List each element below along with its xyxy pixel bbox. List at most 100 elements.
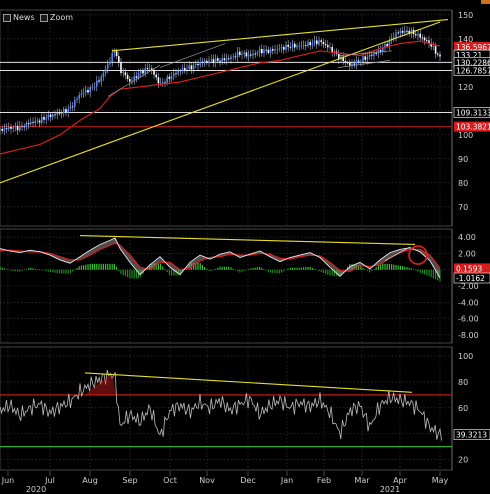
price-candle	[368, 54, 371, 57]
price-candle	[298, 45, 300, 47]
oscillator-histogram-bar	[228, 266, 230, 270]
price-candle	[338, 53, 340, 60]
price-candle	[311, 43, 314, 46]
oscillator-histogram-bar	[25, 269, 27, 270]
zoom-checkbox-icon[interactable]	[40, 13, 48, 22]
price-candle	[256, 52, 259, 54]
rsi-trendline[interactable]	[84, 372, 413, 393]
price-candle	[214, 58, 217, 63]
oscillator-histogram-bar	[410, 268, 412, 270]
price-candle	[38, 120, 41, 123]
price-trendline[interactable]	[159, 43, 226, 68]
price-candle	[208, 60, 210, 63]
oscillator-highlight-circle[interactable]	[408, 245, 428, 265]
month-label: Mar	[354, 476, 370, 485]
oscillator-histogram-bar	[256, 267, 258, 270]
price-trendline[interactable]	[107, 64, 161, 97]
news-toggle[interactable]: News	[3, 12, 35, 23]
price-candle	[27, 123, 30, 125]
oscillator-histogram-bar	[14, 269, 16, 272]
price-candle	[5, 128, 8, 130]
oscillator-histogram-bar	[239, 269, 241, 273]
oscillator-histogram-bar	[63, 269, 65, 274]
price-tag-box	[454, 121, 490, 132]
rsi-overbought-fill	[85, 374, 116, 395]
oscillator-histogram-bar	[325, 269, 327, 274]
oscillator-histogram-bar	[208, 269, 210, 271]
price-candle	[324, 44, 327, 46]
price-candle	[164, 82, 166, 84]
price-trendline[interactable]	[111, 19, 449, 52]
price-candle	[261, 49, 263, 54]
oscillator-histogram-bar	[80, 265, 82, 270]
price-tick-label: 120	[458, 83, 473, 92]
oscillator-histogram-bar	[56, 269, 58, 274]
oscillator-histogram-bar	[100, 263, 102, 270]
oscillator-tick-label: -4.00	[458, 298, 479, 307]
oscillator-histogram-bar	[329, 269, 331, 276]
price-pane[interactable]: 150140130120110100908070136.5967133.2113…	[0, 9, 490, 227]
price-channel-line[interactable]	[339, 50, 393, 56]
oscillator-histogram-bar	[270, 269, 272, 273]
oscillator-histogram-bar	[327, 269, 329, 275]
time-axis-background	[0, 471, 490, 494]
oscillator-histogram-bar	[369, 269, 371, 273]
price-candle	[274, 49, 276, 51]
rsi-tag-label: 39.3213	[456, 431, 487, 440]
month-label: Apr	[393, 476, 408, 485]
oscillator-histogram-bar	[199, 263, 201, 270]
oscillator-histogram-bar	[395, 265, 397, 270]
oscillator-histogram-bar	[23, 269, 25, 271]
oscillator-histogram-bar	[305, 267, 307, 270]
price-candle	[47, 114, 50, 119]
price-trendline[interactable]	[0, 21, 441, 184]
oscillator-histogram-bar	[129, 269, 131, 279]
price-candle	[382, 48, 384, 52]
oscillator-histogram-bar	[133, 269, 135, 279]
oscillator-histogram-bar	[166, 269, 168, 273]
oscillator-histogram-bar	[397, 265, 399, 270]
oscillator-histogram-bar	[65, 269, 67, 274]
month-label: Jun	[1, 476, 15, 485]
oscillator-histogram-bar	[21, 269, 23, 271]
price-candle	[41, 117, 43, 123]
price-candle	[419, 33, 421, 38]
news-checkbox-icon[interactable]	[3, 13, 11, 22]
oscillator-histogram-bar	[173, 269, 175, 276]
oscillator-histogram-bar	[382, 263, 384, 270]
price-candle	[415, 34, 417, 36]
price-candle	[371, 54, 373, 56]
price-candle	[393, 37, 395, 39]
oscillator-pane[interactable]: 4.002.000.00-2.00-4.00-6.00-8.000.1593-1…	[0, 228, 490, 344]
price-candle	[76, 98, 78, 101]
price-candle	[206, 60, 208, 63]
price-candle	[96, 80, 98, 87]
zoom-toggle[interactable]: Zoom	[40, 12, 73, 23]
price-candle	[179, 70, 182, 72]
price-candle	[397, 32, 399, 34]
oscillator-histogram-bar	[226, 266, 228, 270]
rsi-tick-label: 80	[458, 378, 468, 387]
oscillator-histogram-bar	[127, 269, 129, 278]
price-candle	[362, 56, 364, 62]
oscillator-histogram-bar	[87, 264, 89, 270]
oscillator-histogram-bar	[193, 262, 195, 270]
oscillator-tag-box	[454, 263, 490, 274]
oscillator-histogram-bar	[89, 263, 91, 270]
price-channel-line[interactable]	[337, 60, 391, 68]
rsi-pane[interactable]: 1008060402039.3213	[0, 346, 490, 471]
price-candle	[43, 117, 45, 120]
oscillator-histogram-bar	[252, 268, 254, 270]
price-candle	[142, 70, 144, 74]
price-candle	[184, 67, 186, 70]
price-candle	[265, 49, 267, 51]
price-candle	[45, 118, 47, 120]
oscillator-trendline[interactable]	[79, 234, 416, 246]
oscillator-trendline[interactable]	[384, 246, 411, 262]
price-candle	[155, 74, 157, 78]
price-candle	[342, 56, 344, 61]
price-candle	[272, 49, 274, 51]
oscillator-histogram-bar	[144, 269, 146, 271]
price-candle	[360, 61, 362, 63]
price-candle	[329, 47, 331, 48]
